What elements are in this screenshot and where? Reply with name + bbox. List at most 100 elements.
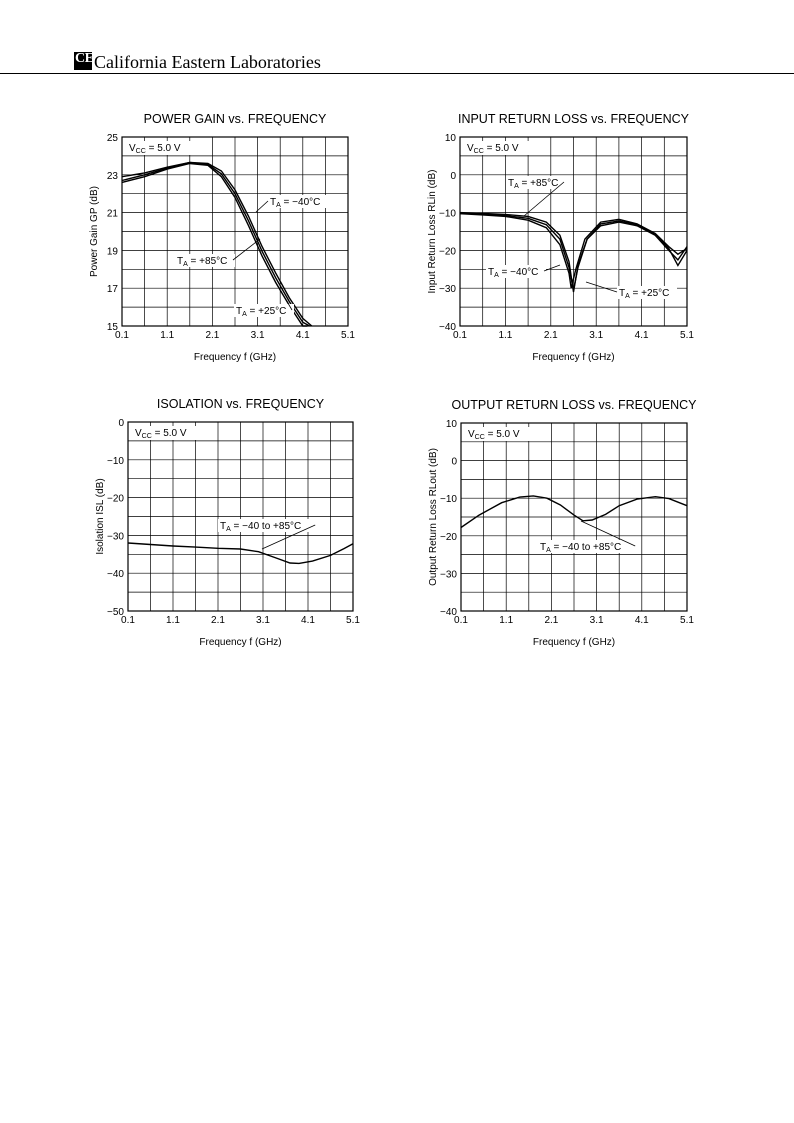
series-annotation-rest: = −40 to +85°C (231, 521, 301, 532)
series-annotation-main: T (270, 197, 276, 208)
condition-box (464, 427, 532, 441)
series-annotation-sub: A (226, 526, 231, 533)
series-annotation: TA = +25°C (236, 306, 286, 318)
series-annotation-sub: A (494, 272, 499, 279)
series-annotation: TA = −40 to +85°C (220, 521, 301, 533)
condition-label: VCC = 5.0 V (129, 143, 181, 155)
y-tick-label: −10 (439, 209, 456, 220)
condition-label-sub: CC (136, 148, 146, 155)
x-tick-label: 1.1 (498, 330, 512, 341)
x-tick-label: 0.1 (454, 615, 468, 626)
chart-title: ISOLATION vs. FREQUENCY (157, 397, 325, 411)
series-annotation-rest: = +25°C (630, 288, 670, 299)
condition-label-main: V (467, 143, 474, 154)
series-annotation-main: T (177, 256, 183, 267)
series-annotation-sub: A (546, 547, 551, 554)
series-line (121, 162, 308, 327)
annotation-bg (506, 176, 566, 189)
y-tick-label: 23 (107, 171, 119, 182)
y-tick-label: −40 (107, 569, 124, 580)
series-annotation-sub: A (183, 261, 188, 268)
y-axis-label: Isolation ISL (dB) (95, 478, 106, 554)
x-tick-label: 1.1 (160, 330, 174, 341)
x-axis-label: Frequency f (GHz) (194, 352, 276, 363)
plot-frame (460, 422, 688, 612)
series-annotation-main: T (236, 306, 242, 317)
y-tick-label: 21 (107, 209, 119, 220)
y-tick-label: −30 (107, 531, 124, 542)
chart-title: OUTPUT RETURN LOSS vs. FREQUENCY (452, 398, 698, 412)
y-tick-label: 0 (118, 418, 124, 429)
condition-label: VCC = 5.0 V (135, 428, 187, 440)
series-line (127, 542, 354, 565)
power-gain-chart: POWER GAIN vs. FREQUENCY VCC = 5.0 V 0.1 1.… (89, 112, 355, 363)
plot-frame (121, 136, 349, 327)
annotation-bg (268, 195, 328, 208)
y-tick-label: 25 (107, 133, 119, 144)
condition-label-rest: = 5.0 V (484, 143, 519, 154)
annotation-leader (271, 275, 293, 311)
series-annotation: TA = −40 to +85°C (540, 542, 621, 554)
y-tick-label: 17 (107, 284, 119, 295)
y-tick-label: −10 (107, 456, 124, 467)
y-tick-label: −30 (439, 284, 456, 295)
chart-title: INPUT RETURN LOSS vs. FREQUENCY (458, 112, 690, 126)
output-return-loss-chart: OUTPUT RETURN LOSS vs. FREQUENCY VCC = 5.… (428, 398, 697, 648)
series-annotation-rest: = +85°C (519, 178, 559, 189)
x-tick-label: 2.1 (211, 615, 225, 626)
condition-label-rest: = 5.0 V (146, 143, 181, 154)
y-tick-label: 0 (450, 171, 456, 182)
condition-box (131, 426, 199, 440)
condition-label: VCC = 5.0 V (468, 429, 520, 441)
series-annotation: TA = −40°C (270, 197, 320, 209)
annotation-leader (523, 181, 565, 217)
x-axis-label: Frequency f (GHz) (532, 352, 614, 363)
condition-label-sub: CC (475, 434, 485, 441)
annotation-leader (580, 520, 636, 547)
x-tick-label: 5.1 (680, 330, 694, 341)
y-tick-label: −20 (107, 494, 124, 505)
x-tick-label: 2.1 (205, 330, 219, 341)
x-tick-label: 3.1 (589, 330, 603, 341)
y-tick-label: −40 (439, 322, 456, 333)
condition-label-sub: CC (474, 148, 484, 155)
series-annotation-sub: A (276, 202, 281, 209)
annotation-bg (486, 265, 546, 278)
annotation-bg (175, 254, 235, 267)
annotation-leader (232, 238, 261, 261)
annotation-leader (255, 200, 269, 213)
series-annotation: TA = +25°C (619, 288, 669, 300)
x-tick-label: 1.1 (499, 615, 513, 626)
condition-label-main: V (135, 428, 142, 439)
company-name: California Eastern Laboratories (94, 52, 321, 72)
cel-logo-text: CEL (75, 51, 103, 66)
x-tick-label: 4.1 (301, 615, 315, 626)
annotation-bg (617, 286, 677, 299)
x-tick-label: 3.1 (256, 615, 270, 626)
y-axis-label: Power Gain GP (dB) (89, 186, 100, 277)
condition-box (125, 141, 193, 155)
condition-label-main: V (129, 143, 136, 154)
y-tick-label: 0 (451, 457, 457, 468)
y-tick-label: 10 (446, 419, 458, 430)
x-axis-label: Frequency f (GHz) (533, 637, 615, 648)
series-annotation-rest: = −40°C (281, 197, 321, 208)
condition-label-rest: = 5.0 V (152, 428, 187, 439)
x-tick-label: 2.1 (544, 615, 558, 626)
y-tick-label: −10 (440, 494, 457, 505)
series-annotation: TA = −40°C (488, 267, 538, 279)
x-tick-label: 4.1 (635, 330, 649, 341)
annotation-bg (218, 519, 318, 532)
page-header: CEL California Eastern Laboratories (0, 0, 794, 76)
y-tick-label: −40 (440, 607, 457, 618)
x-tick-label: 5.1 (341, 330, 355, 341)
x-axis-label: Frequency f (GHz) (199, 637, 281, 648)
plot-frame (459, 136, 688, 327)
x-tick-label: 3.1 (590, 615, 604, 626)
annotation-leader (585, 281, 618, 293)
series-line (121, 161, 313, 327)
y-tick-label: 15 (107, 322, 119, 333)
annotation-bg (538, 540, 638, 553)
series-annotation-rest: = +85°C (188, 256, 228, 267)
